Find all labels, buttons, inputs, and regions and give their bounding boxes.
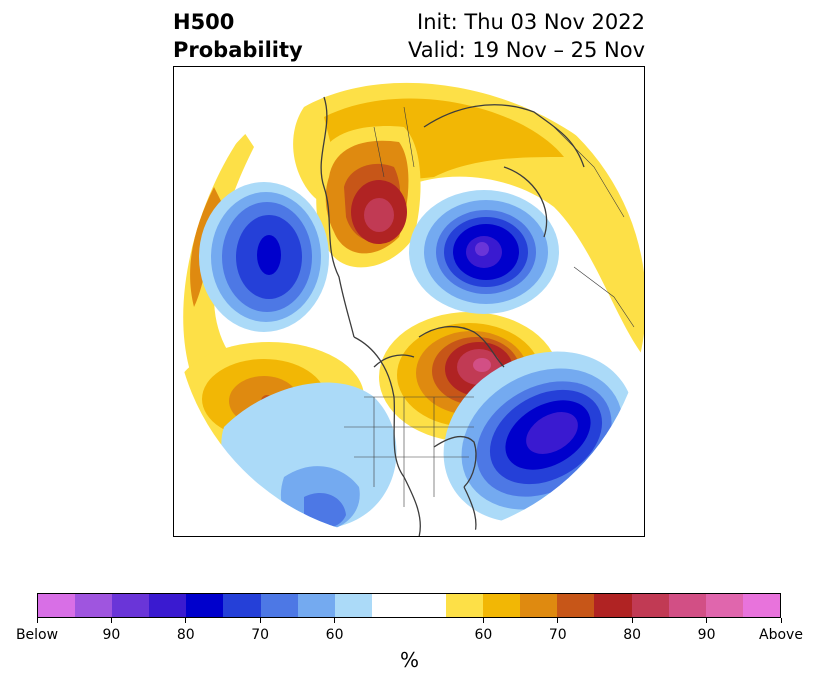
colorbar-swatch: [668, 594, 706, 617]
colorbar-tick-label: 80: [623, 627, 642, 643]
colorbar-tick-label: 70: [251, 627, 270, 643]
colorbar-tick: [110, 618, 112, 623]
chart-title-right: Init: Thu 03 Nov 2022 Valid: 19 Nov – 25…: [408, 8, 645, 64]
below-anomaly-pacific: [199, 182, 329, 332]
colorbar-swatch: [334, 594, 372, 617]
colorbar-swatch: [408, 594, 447, 617]
colorbar-swatch: [705, 594, 743, 617]
colorbar-swatch: [38, 594, 76, 617]
political-borders: [344, 106, 635, 507]
colorbar-tick-label: 90: [102, 627, 121, 643]
below-anomaly-pole: [409, 190, 559, 314]
colorbar-tick-label: Below: [15, 627, 59, 643]
colorbar-swatch: [149, 594, 187, 617]
colorbar-swatch: [75, 594, 113, 617]
colorbar-swatch: [297, 594, 335, 617]
colorbar-swatch: [557, 594, 595, 617]
colorbar-tick: [259, 618, 261, 623]
product-label: Probability: [173, 38, 303, 62]
map-panel: [173, 66, 645, 537]
colorbar-swatch: [742, 594, 780, 617]
valid-range-label: Valid: 19 Nov – 25 Nov: [408, 38, 645, 62]
colorbar-tick: [706, 618, 708, 623]
colorbar-tick-label: 60: [474, 627, 493, 643]
colorbar-tick: [334, 618, 336, 623]
colorbar-swatch: [631, 594, 669, 617]
colorbar-tick: [36, 618, 38, 623]
colorbar-swatch: [260, 594, 298, 617]
colorbar-swatch: [112, 594, 150, 617]
colorbar-swatch: [371, 594, 409, 617]
above-anomaly-top: [293, 83, 644, 357]
colorbar-tick-label: 60: [325, 627, 344, 643]
colorbar-swatch: [446, 594, 484, 617]
colorbar-swatch: [483, 594, 521, 617]
variable-label: H500: [173, 10, 235, 34]
colorbar-unit-label: %: [399, 648, 419, 672]
colorbar-tick-label: 70: [548, 627, 567, 643]
colorbar-tick-label: 80: [176, 627, 195, 643]
colorbar-tick: [631, 618, 633, 623]
colorbar-swatch: [520, 594, 558, 617]
coastlines: [320, 96, 585, 536]
probability-map: [174, 67, 644, 536]
colorbar-tick: [557, 618, 559, 623]
chart-title-left: H500 Probability: [173, 8, 303, 64]
colorbar-swatch: [223, 594, 261, 617]
colorbar-tick: [780, 618, 782, 623]
colorbar-tick: [482, 618, 484, 623]
colorbar-tick-label: Above: [759, 627, 803, 643]
colorbar-swatch: [594, 594, 632, 617]
init-date-label: Init: Thu 03 Nov 2022: [417, 10, 645, 34]
colorbar-tick-label: 90: [697, 627, 716, 643]
colorbar: [37, 593, 781, 618]
colorbar-swatch: [186, 594, 224, 617]
colorbar-tick: [185, 618, 187, 623]
